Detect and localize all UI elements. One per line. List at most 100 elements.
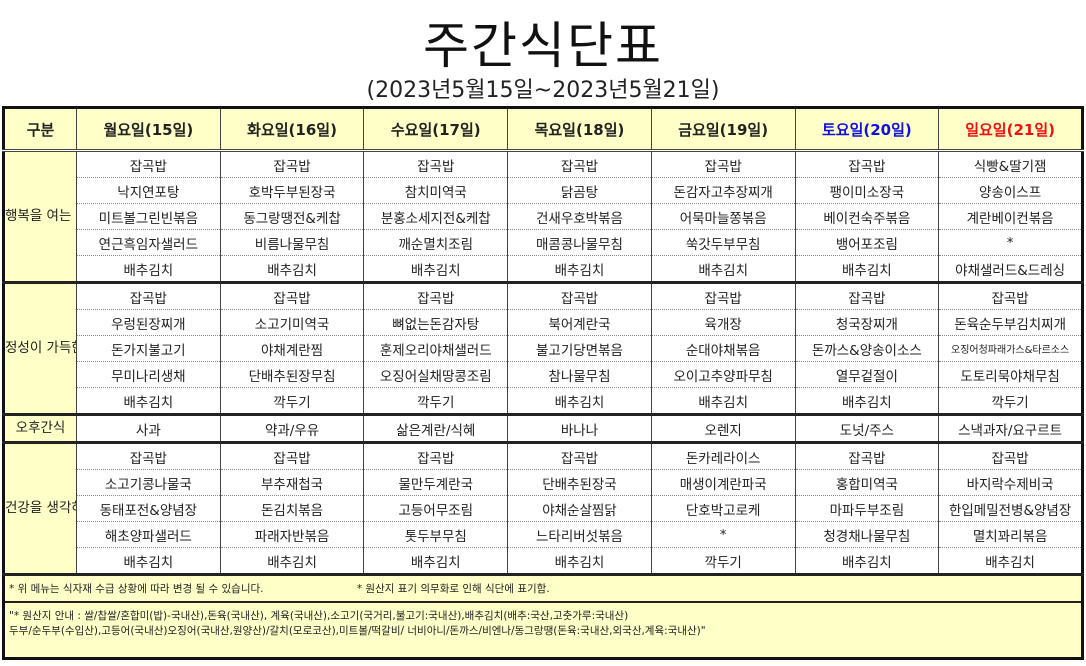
menu-item: 호박두부된장국 <box>219 177 365 204</box>
menu-item: 잡곡밥 <box>76 442 221 470</box>
menu-item: 잡곡밥 <box>363 442 509 470</box>
menu-item: 잡곡밥 <box>219 282 365 310</box>
menu-item: 소고기콩나물국 <box>76 469 221 496</box>
menu-item: 고등어무조림 <box>363 495 509 522</box>
menu-item: 북어계란국 <box>507 309 652 336</box>
menu-item: 단배추된장무침 <box>219 361 365 388</box>
header-day-1: 화요일(16일) <box>219 107 365 152</box>
menu-item: 분홍소세지전&케찹 <box>363 203 509 230</box>
menu-row: 미트볼그린빈볶음 동그랑땡전&케찹 분홍소세지전&케찹 건새우호박볶음 어묵마늘쫑볶음 베… <box>4 203 1083 230</box>
menu-item: 사과 <box>76 414 221 444</box>
menu-item: 잡곡밥 <box>794 442 940 470</box>
menu-item: 잡곡밥 <box>938 282 1083 310</box>
menu-item: 배추김치 <box>219 255 365 284</box>
menu-item: 어묵마늘쫑볶음 <box>650 203 796 230</box>
menu-item: 쑥갓두부무침 <box>650 229 796 256</box>
header-category: 구분 <box>3 107 77 152</box>
menu-item: 양송이스프 <box>938 177 1083 204</box>
menu-item: 약과/우유 <box>219 414 365 444</box>
menu-item: 미트볼그린빈볶음 <box>76 203 221 230</box>
menu-item: 돈까스&양송이소스 <box>794 335 940 362</box>
menu-item: 연근흑임자샐러드 <box>76 229 221 256</box>
header-day-0: 월요일(15일) <box>76 107 221 152</box>
menu-item: 배추김치 <box>76 547 221 576</box>
menu-item: 잡곡밥 <box>76 150 221 178</box>
meal-label: 건강을 생각하는 저녁 <box>3 442 77 576</box>
menu-row: 배추김치 배추김치 배추김치 배추김치 깍두기 배추김치 배추김치 <box>4 547 1083 576</box>
menu-item: 소고기미역국 <box>219 309 365 336</box>
menu-row: 건강을 생각하는 저녁잡곡밥잡곡밥잡곡밥잡곡밥돈카레라이스잡곡밥잡곡밥 <box>3 442 1083 576</box>
menu-item: 잡곡밥 <box>794 150 940 178</box>
menu-item: 단호박고로케 <box>650 495 796 522</box>
menu-item: 배추김치 <box>650 387 796 416</box>
menu-item: 훈제오리야채샐러드 <box>363 335 509 362</box>
menu-item: 낙지연포탕 <box>76 177 221 204</box>
menu-item: 잡곡밥 <box>507 442 652 470</box>
menu-item: 배추김치 <box>650 255 796 284</box>
menu-item: 마파두부조림 <box>794 495 940 522</box>
menu-row: 소고기콩나물국 부추재첩국 물만두계란국 단배추된장국 매생이계란파국 홍합미역국 바지락수… <box>4 469 1083 496</box>
menu-item: 부추재첩국 <box>219 469 365 496</box>
menu-item: 바나나 <box>507 414 652 444</box>
menu-item: 깍두기 <box>650 547 796 576</box>
menu-item: 무미나리생채 <box>76 361 221 388</box>
menu-item: 톳두부무침 <box>363 521 509 548</box>
origin-row: "* 원산지 안내 : 쌀/찹쌀/혼합미(밥)-국내산),돈육(국내산), 계육… <box>3 602 1083 659</box>
menu-item: 잡곡밥 <box>507 150 652 178</box>
menu-item: 잡곡밥 <box>794 282 940 310</box>
menu-row: 동태포전&양념장 돈김치볶음 고등어무조림 야채순살찜닭 단호박고로케 마파두부조림 한입메… <box>4 495 1083 522</box>
menu-item: 참치미역국 <box>363 177 509 204</box>
menu-item: 매콤콩나물무침 <box>507 229 652 256</box>
menu-item: 순대야채볶음 <box>650 335 796 362</box>
menu-item: 스낵과자/요구르트 <box>938 414 1083 444</box>
header-day-2: 수요일(17일) <box>363 107 509 152</box>
menu-row: 돈가지불고기 야채계란찜 훈제오리야채샐러드 불고기당면볶음 순대야채볶음 돈까스&양송이… <box>4 335 1083 362</box>
menu-item: 도넛/주스 <box>794 414 940 444</box>
menu-item: 삶은계란/식혜 <box>363 414 509 444</box>
notes-row: * 위 메뉴는 식자재 수급 상황에 따라 변경 될 수 있습니다. * 원산지… <box>3 574 1083 603</box>
menu-item: 참나물무침 <box>507 361 652 388</box>
menu-row: 해초양파샐러드 파래자반볶음 톳두부무침 느타리버섯볶음 * 청경채나물무침 멸치꽈리볶음 <box>4 521 1083 548</box>
menu-item: 오징어청파래가스&타르소스 <box>938 335 1083 362</box>
menu-item: 물만두계란국 <box>363 469 509 496</box>
menu-item: 베이컨숙주볶음 <box>794 203 940 230</box>
menu-item: 잡곡밥 <box>938 442 1083 470</box>
page-title: 주간식단표 <box>423 17 663 75</box>
menu-row: 배추김치 깍두기 깍두기 배추김치 배추김치 배추김치 깍두기 <box>4 387 1083 416</box>
menu-item: 해초양파샐러드 <box>76 521 221 548</box>
menu-item: 잡곡밥 <box>76 282 221 310</box>
menu-item: 배추김치 <box>794 387 940 416</box>
menu-item: 야채순살찜닭 <box>507 495 652 522</box>
menu-item: 야채샐러드&드레싱 <box>938 255 1083 284</box>
menu-item: 잡곡밥 <box>650 150 796 178</box>
menu-item: 잡곡밥 <box>219 442 365 470</box>
menu-item: 배추김치 <box>794 255 940 284</box>
menu-item: 오징어실채땅콩조림 <box>363 361 509 388</box>
menu-item: 돈가지불고기 <box>76 335 221 362</box>
menu-item: 배추김치 <box>938 547 1083 576</box>
menu-item: 잡곡밥 <box>363 150 509 178</box>
menu-item: 배추김치 <box>507 387 652 416</box>
menu-item: 배추김치 <box>219 547 365 576</box>
meal-label: 정성이 가득한 점심 <box>3 282 77 416</box>
menu-item: 잡곡밥 <box>219 150 365 178</box>
menu-row: 무미나리생채 단배추된장무침 오징어실채땅콩조림 참나물무침 오이고추양파무침 열무겉절이… <box>4 361 1083 388</box>
menu-item: 한입메밀전병&양념장 <box>938 495 1083 522</box>
menu-item: 뼈없는돈감자탕 <box>363 309 509 336</box>
menu-item: 잡곡밥 <box>363 282 509 310</box>
meal-label: 오후간식 <box>3 414 77 444</box>
header-day-5: 토요일(20일) <box>794 107 940 152</box>
menu-item: 오렌지 <box>650 414 796 444</box>
menu-item: 깍두기 <box>363 387 509 416</box>
menu-item: 식빵&딸기잼 <box>938 150 1083 178</box>
date-range: (2023년5월15일~2023년5월21일) <box>366 78 720 103</box>
menu-item: 불고기당면볶음 <box>507 335 652 362</box>
menu-item: 멸치꽈리볶음 <box>938 521 1083 548</box>
menu-item: 단배추된장국 <box>507 469 652 496</box>
menu-item: 깍두기 <box>219 387 365 416</box>
menu-item: 배추김치 <box>794 547 940 576</box>
header-day-4: 금요일(19일) <box>650 107 796 152</box>
menu-item: 동태포전&양념장 <box>76 495 221 522</box>
menu-item: 홍합미역국 <box>794 469 940 496</box>
menu-item: 배추김치 <box>76 387 221 416</box>
